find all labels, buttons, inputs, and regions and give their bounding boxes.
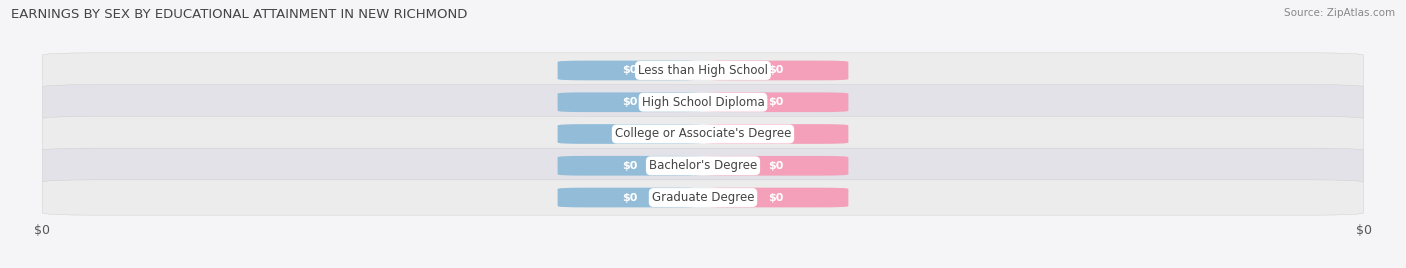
Text: $0: $0 <box>623 192 638 203</box>
FancyBboxPatch shape <box>703 156 848 176</box>
FancyBboxPatch shape <box>558 188 703 207</box>
Text: $0: $0 <box>768 161 783 171</box>
FancyBboxPatch shape <box>558 156 703 176</box>
Text: Graduate Degree: Graduate Degree <box>652 191 754 204</box>
Text: $0: $0 <box>623 97 638 107</box>
Text: High School Diploma: High School Diploma <box>641 96 765 109</box>
FancyBboxPatch shape <box>42 180 1364 215</box>
FancyBboxPatch shape <box>703 61 848 80</box>
FancyBboxPatch shape <box>703 124 848 144</box>
Text: Source: ZipAtlas.com: Source: ZipAtlas.com <box>1284 8 1395 18</box>
FancyBboxPatch shape <box>42 116 1364 152</box>
Text: EARNINGS BY SEX BY EDUCATIONAL ATTAINMENT IN NEW RICHMOND: EARNINGS BY SEX BY EDUCATIONAL ATTAINMEN… <box>11 8 468 21</box>
Text: $0: $0 <box>623 65 638 76</box>
FancyBboxPatch shape <box>558 61 703 80</box>
Text: $0: $0 <box>768 97 783 107</box>
FancyBboxPatch shape <box>703 92 848 112</box>
Text: Bachelor's Degree: Bachelor's Degree <box>650 159 756 172</box>
FancyBboxPatch shape <box>558 124 703 144</box>
Text: $0: $0 <box>623 129 638 139</box>
FancyBboxPatch shape <box>42 53 1364 88</box>
FancyBboxPatch shape <box>703 188 848 207</box>
Text: $0: $0 <box>768 65 783 76</box>
FancyBboxPatch shape <box>42 148 1364 183</box>
Text: $0: $0 <box>768 129 783 139</box>
Text: $0: $0 <box>623 161 638 171</box>
FancyBboxPatch shape <box>42 85 1364 120</box>
FancyBboxPatch shape <box>558 92 703 112</box>
Text: College or Associate's Degree: College or Associate's Degree <box>614 128 792 140</box>
Text: Less than High School: Less than High School <box>638 64 768 77</box>
Text: $0: $0 <box>768 192 783 203</box>
